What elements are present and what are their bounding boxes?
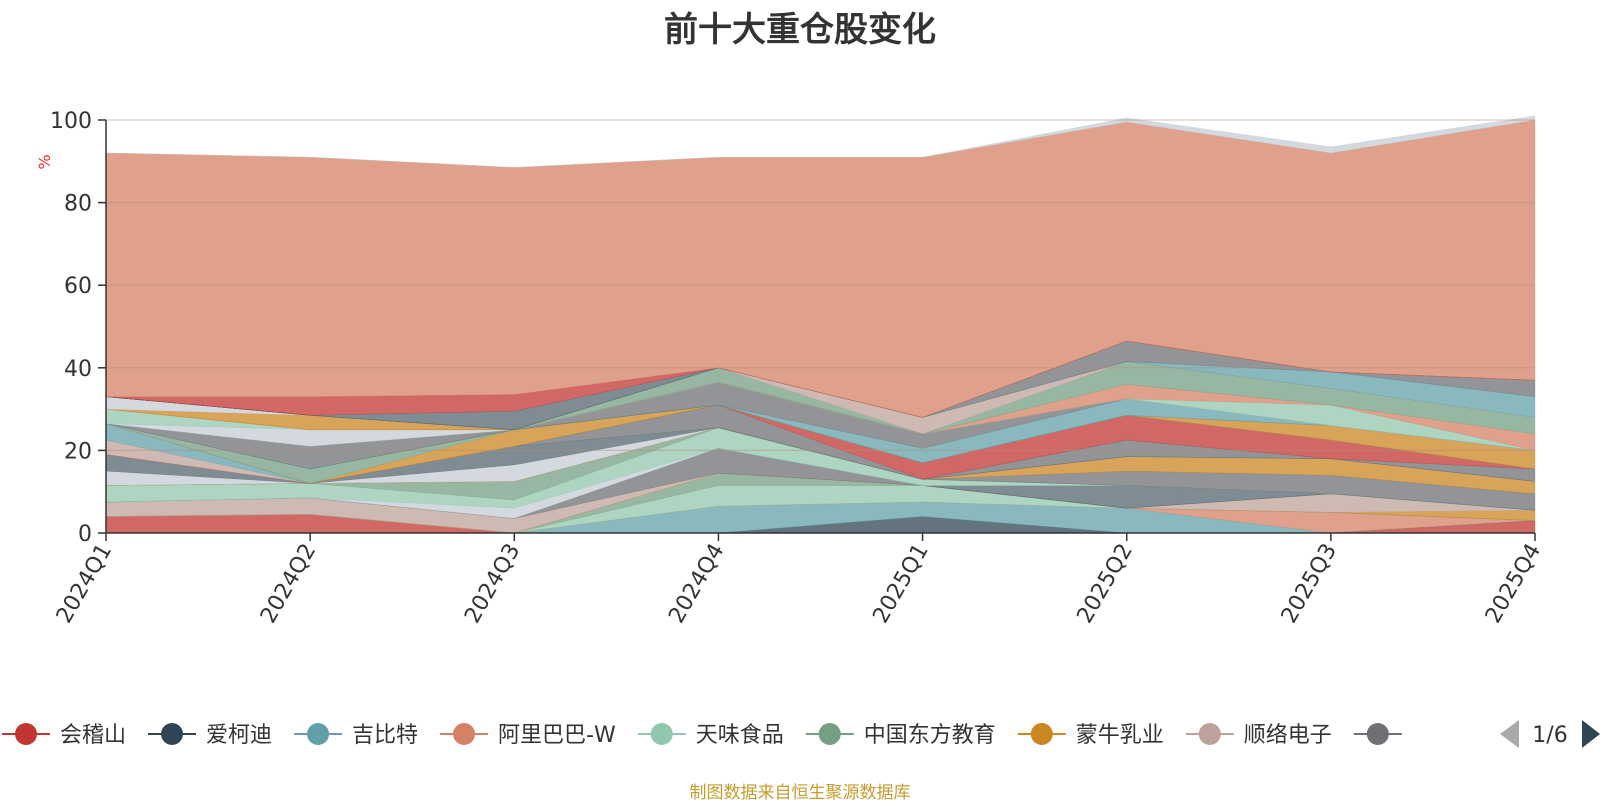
x-tick-label: 2025Q3 [1277, 540, 1342, 628]
legend-next-page-icon[interactable] [1582, 720, 1600, 748]
legend-marker-icon [650, 723, 673, 745]
legend-item-6[interactable]: 蒙牛乳业 [1017, 723, 1164, 748]
legend-prev-page-icon[interactable] [1500, 720, 1519, 748]
legend-page-indicator: 1/6 [1532, 723, 1567, 748]
legend-label: 蒙牛乳业 [1076, 723, 1164, 748]
source-note: 制图数据来自恒生聚源数据库 [689, 783, 911, 803]
legend-item-1[interactable]: 爱柯迪 [148, 723, 272, 748]
x-tick-label: 2024Q1 [52, 540, 117, 628]
legend-item-7[interactable]: 顺络电子 [1185, 723, 1332, 748]
legend-label: 会稽山 [60, 723, 126, 748]
area-series-37 [105, 115, 1536, 168]
legend-item-5[interactable]: 中国东方教育 [805, 723, 996, 748]
legend-marker-icon [161, 723, 184, 745]
y-tick-label: 100 [50, 109, 92, 134]
x-tick-label: 2024Q2 [256, 540, 321, 628]
x-tick-label: 2025Q4 [1481, 540, 1546, 628]
y-tick-label: 0 [78, 522, 92, 547]
chart-title: 前十大重仓股变化 [664, 10, 936, 50]
legend-marker-icon [818, 723, 841, 745]
x-tick-label: 2024Q3 [460, 540, 525, 628]
grid-lines [106, 119, 1535, 451]
legend-item-2[interactable]: 吉比特 [294, 723, 418, 748]
legend-label: 顺络电子 [1244, 723, 1332, 748]
legend-marker-icon [453, 723, 476, 745]
legend-marker-icon [1198, 723, 1221, 745]
legend-marker-icon [1366, 723, 1389, 745]
y-axis-label: % [35, 154, 54, 169]
y-tick-label: 40 [64, 357, 92, 382]
legend-label: 吉比特 [352, 723, 418, 748]
legend[interactable]: 会稽山 爱柯迪 吉比特 阿里巴巴-W 天味食品 中国东方教育 蒙牛乳业 顺络电子 1/6 [2, 720, 1600, 748]
legend-item-4[interactable]: 天味食品 [637, 723, 784, 748]
area-layers [105, 115, 1536, 534]
x-tick-label: 2025Q1 [868, 540, 933, 628]
legend-item-0[interactable]: 会稽山 [2, 723, 126, 748]
y-tick-label: 20 [64, 439, 92, 464]
x-tick-label: 2024Q4 [664, 540, 729, 628]
legend-label: 天味食品 [696, 723, 784, 748]
legend-marker-icon [1030, 723, 1053, 745]
legend-label: 中国东方教育 [864, 723, 996, 748]
legend-label: 爱柯迪 [206, 723, 272, 748]
legend-marker-icon [15, 723, 37, 745]
legend-marker-icon [307, 723, 330, 745]
legend-item-3[interactable]: 阿里巴巴-W [440, 723, 616, 748]
legend-item-8[interactable] [1353, 723, 1402, 745]
y-tick-label: 60 [64, 274, 92, 299]
legend-label: 阿里巴巴-W [498, 723, 616, 748]
x-tick-label: 2025Q2 [1073, 540, 1138, 628]
y-tick-label: 80 [64, 192, 92, 217]
